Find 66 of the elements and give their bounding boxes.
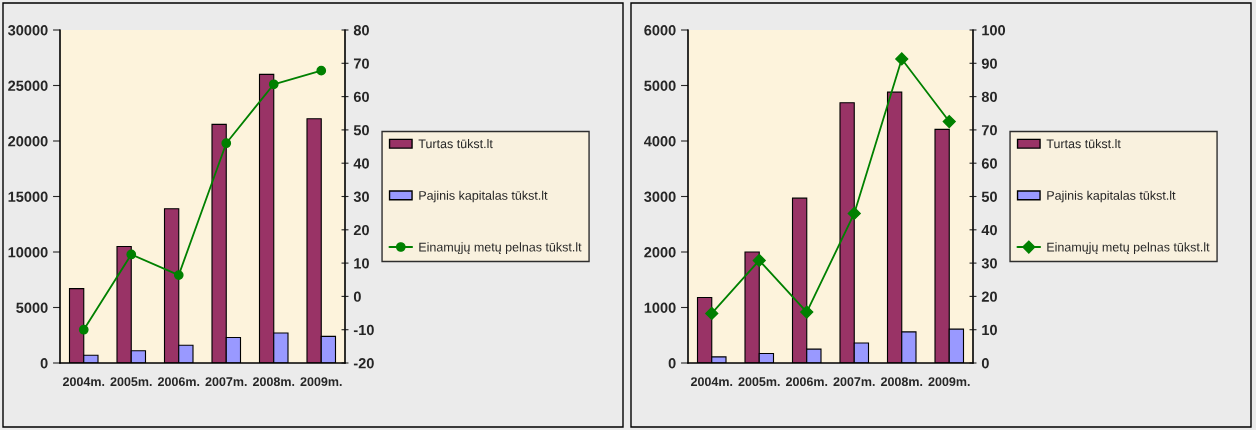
y2-tick-label: 0 [353,291,361,302]
y2-tick-label: 40 [981,224,997,236]
point [268,79,279,90]
x-tick-label: 2008m. [252,377,295,387]
legend-label: Turtas tūkst.lt [1046,139,1121,149]
x-tick-label: 2007m. [205,377,247,387]
point [126,249,137,260]
x-tick-label: 2004m. [62,377,105,387]
point [847,206,861,221]
point [316,65,327,76]
y-tick-label: 20000 [8,136,48,147]
y2-tick-label: 60 [981,158,997,169]
y2-tick-label: 10 [982,324,997,336]
y2-tick-label: 10 [354,258,369,269]
y2-tick-label: 0 [981,358,989,369]
y-tick-label: 10000 [8,247,48,258]
y2-tick-label: -10 [353,324,374,336]
point [942,114,956,129]
y2-tick-label: 100 [982,25,1006,36]
legend-label: Einamųjų metų pelnas tūkst.lt [419,242,582,254]
y-tick-label: 3000 [644,191,676,202]
x-tick-label: 2005m. [110,377,152,387]
y-tick-label: 5000 [16,302,48,313]
point [752,253,766,268]
x-tick-label: 2006m. [157,377,200,387]
y2-tick-label: 30 [981,258,997,269]
x-tick-label: 2005m. [738,377,780,387]
point [173,270,184,280]
y2-tick-label: 30 [353,191,369,202]
y2-tick-label: 80 [981,91,997,103]
y-tick-label: 2000 [644,247,676,258]
y-tick-label: 30000 [7,25,48,36]
y-tick-label: 6000 [644,25,676,36]
y-tick-label: 1000 [644,302,676,313]
point [895,52,909,66]
y2-tick-label: 50 [981,191,997,202]
x-tick-label: 2009m. [300,377,342,387]
legend-label: Pajinis kapitalas tūkst.lt [419,190,548,203]
y-tick-label: 15000 [8,191,48,202]
legend-label: Einamųjų metų pelnas tūkst.lt [1047,242,1210,254]
y2-tick-label: 20 [353,224,369,236]
y2-tick-label: 70 [981,125,997,136]
y2-tick-label: 20 [981,291,997,302]
y-tick-label: 5000 [644,80,676,91]
y2-tick-label: 90 [981,58,997,69]
x-tick-label: 2007m. [833,377,875,387]
y2-tick-label: 70 [353,58,369,69]
y-tick-label: 25000 [8,80,48,91]
y2-tick-label: 60 [353,91,369,103]
y-tick-label: 0 [40,358,48,369]
x-tick-label: 2009m. [928,377,970,387]
y2-tick-label: 80 [353,25,369,36]
x-tick-label: 2008m. [880,377,923,387]
x-tick-label: 2004m. [690,377,733,387]
y2-tick-label: 50 [353,125,369,136]
point [705,306,719,320]
y-tick-label: 4000 [643,136,676,147]
y-tick-label: 0 [668,358,676,369]
point [78,324,89,335]
y2-tick-label: -20 [353,358,374,369]
x-tick-label: 2006m. [785,377,828,387]
point [800,305,814,319]
point [221,138,232,149]
legend-label: Pajinis kapitalas tūkst.lt [1047,190,1176,203]
legend-label: Turtas tūkst.lt [418,139,493,149]
y2-tick-label: 40 [353,158,369,169]
